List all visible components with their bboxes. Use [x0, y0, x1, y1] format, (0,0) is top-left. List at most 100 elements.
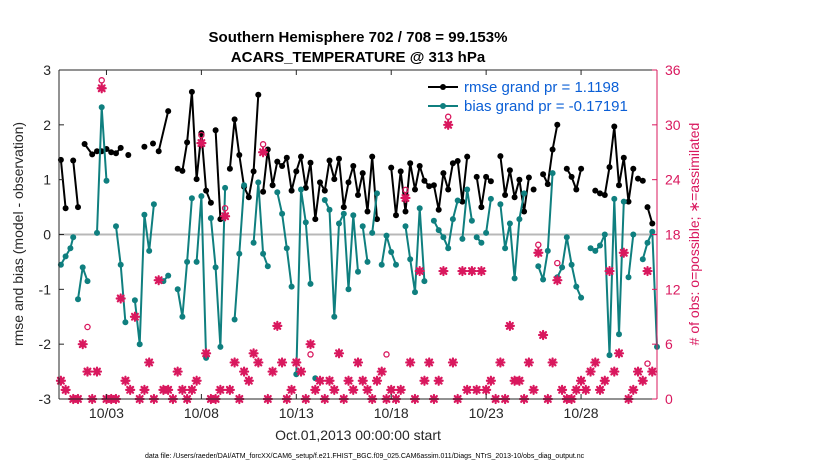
obs-assimilated-point [125, 384, 136, 395]
bias-series-line [209, 187, 227, 348]
legend: rmse grand pr = 1.1198 bias grand pr = -… [428, 79, 628, 115]
rmse-point [374, 216, 380, 223]
rmse-point [540, 171, 547, 178]
obs-assimilated-point [348, 384, 359, 395]
obs-possible-point [307, 351, 314, 358]
obs-assimilated-point [599, 375, 610, 386]
rmse-point [255, 91, 262, 98]
obs-assimilated-point [647, 366, 658, 377]
bias-point [464, 186, 471, 193]
bias-series-line [60, 236, 75, 266]
bias-point [378, 261, 385, 268]
bias-point [435, 227, 442, 234]
rmse-point [321, 187, 328, 194]
y-axis-label-right: # of obs: o=possible; ∗=assimilated [686, 123, 702, 346]
rmse-point [397, 168, 404, 175]
rmse-point [340, 204, 347, 211]
obs-assimilated-point [504, 320, 515, 331]
obs-possible-point [98, 77, 105, 84]
rmse-point [274, 158, 281, 165]
obs-assimilated-point [371, 375, 383, 386]
rmse-point [620, 154, 627, 161]
obs-assimilated-point [352, 357, 364, 368]
obs-assimilated-point [77, 339, 88, 350]
rmse-point [506, 167, 513, 174]
rmse-point [549, 146, 556, 153]
obs-assimilated-point [552, 275, 563, 286]
rmse-point [293, 168, 300, 175]
rmse-point [554, 121, 561, 128]
rmse-point [141, 143, 148, 150]
bias-point [459, 235, 466, 242]
bias-point [98, 104, 105, 111]
obs-assimilated-point [163, 384, 174, 395]
rmse-point [473, 173, 480, 180]
bias-point [207, 215, 214, 222]
rmse-point [421, 177, 428, 184]
obs-assimilated-point [476, 265, 487, 277]
obs-assimilated-point [628, 384, 639, 395]
rmse-point [464, 153, 471, 160]
bias-point [103, 177, 110, 184]
obs-assimilated-point [276, 357, 288, 368]
bias-point [359, 223, 366, 230]
bias-series-line [371, 193, 378, 234]
bias-point [383, 232, 390, 239]
bias-point [393, 261, 399, 268]
obs-assimilated-point [144, 357, 155, 368]
bias-point [416, 205, 423, 212]
x-axis-label: Oct.01,2013 00:00:00 start [275, 427, 441, 443]
bias-point [84, 278, 91, 285]
legend-rmse-marker [440, 84, 446, 90]
obs-assimilated-point [82, 366, 93, 377]
rmse-point [611, 123, 618, 130]
obs-assimilated-point [310, 384, 321, 395]
obs-assimilated-point [60, 384, 71, 395]
bias-point [644, 239, 651, 246]
rmse-point [412, 186, 418, 193]
obs-assimilated-point [580, 384, 591, 395]
obs-assimilated-point [229, 357, 240, 368]
bias-point [578, 294, 585, 301]
rmse-point [445, 186, 452, 193]
y-axis-label-left: rmse and bias (model - observation) [10, 122, 26, 346]
bias-point [307, 280, 314, 287]
bias-point [217, 343, 224, 350]
obs-assimilated-point [253, 357, 264, 368]
rmse-point [350, 163, 357, 169]
bias-point [430, 217, 437, 224]
bias-point [374, 190, 380, 197]
obs-assimilated-point [201, 348, 212, 359]
right-tick-label: 18 [665, 227, 681, 243]
series-layer [57, 88, 660, 382]
rmse-point [312, 216, 319, 223]
obs-assimilated-point [191, 375, 202, 386]
bias-point [136, 341, 143, 348]
bias-point [188, 195, 195, 202]
obs-possible-point [259, 141, 267, 148]
bias-point [222, 184, 229, 191]
bias-point [255, 179, 262, 186]
obs-assimilated-point [424, 357, 435, 368]
rmse-point [264, 146, 271, 153]
rmse-point [155, 148, 162, 155]
rmse-point [454, 158, 461, 164]
right-tick-label: 30 [665, 117, 681, 133]
obs-assimilated-point [604, 265, 615, 277]
obs-assimilated-point [495, 357, 506, 368]
obs-assimilated-point [481, 384, 492, 395]
bias-point [487, 195, 494, 202]
obs-assimilated-point [642, 265, 653, 277]
bias-point [506, 220, 513, 227]
bias-point [75, 296, 81, 303]
obs-assimilated-point [462, 384, 473, 395]
rmse-point [298, 153, 304, 160]
bias-point [117, 261, 124, 268]
obs-assimilated-point [139, 384, 150, 395]
bias-point [150, 201, 157, 208]
obs-assimilated-point [457, 265, 468, 277]
rmse-point [283, 154, 290, 161]
obs-assimilated-point [291, 357, 302, 368]
bias-point [79, 264, 86, 271]
obs-possible-point [444, 113, 452, 121]
